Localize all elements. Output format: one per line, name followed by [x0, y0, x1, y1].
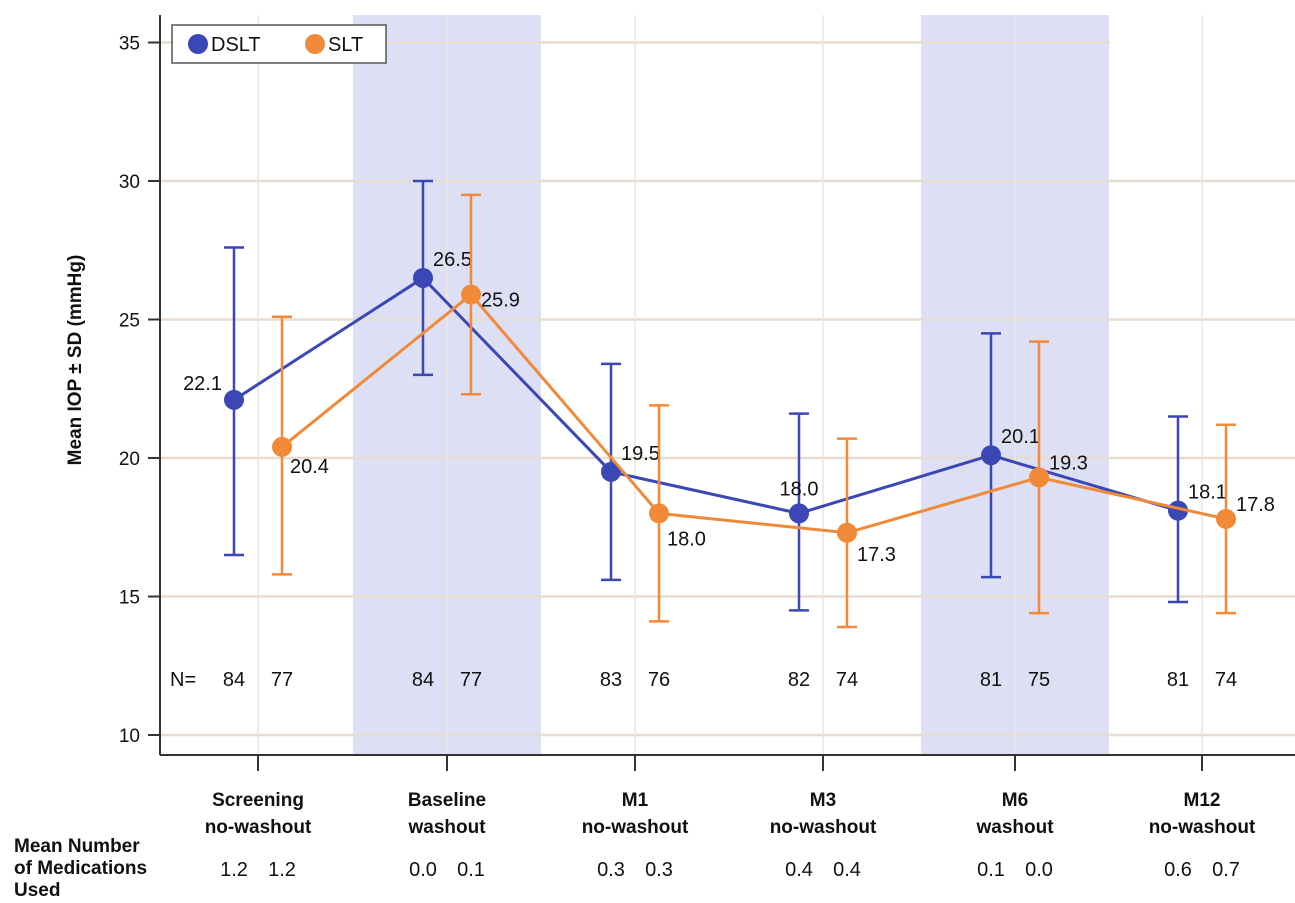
legend-label-slt: SLT: [328, 34, 363, 56]
n-count: 77: [460, 669, 482, 691]
n-count: 74: [836, 669, 858, 691]
y-tick-label: 35: [119, 34, 140, 55]
n-count: 81: [980, 669, 1002, 691]
data-label: 22.1: [183, 373, 222, 395]
n-count: 82: [788, 669, 810, 691]
y-tick-label: 15: [119, 588, 140, 609]
data-point-dslt: [601, 461, 621, 482]
n-count: 84: [223, 669, 245, 691]
n-count: 77: [271, 669, 293, 691]
data-label: 19.5: [621, 443, 660, 465]
legend-marker-dslt: [188, 34, 208, 54]
category-label-line2: no-washout: [205, 817, 312, 838]
y-tick-label: 10: [119, 726, 140, 747]
data-label: 18.0: [780, 478, 819, 500]
med-count: 0.1: [457, 859, 485, 881]
med-count: 0.1: [977, 859, 1005, 881]
data-label: 25.9: [481, 290, 520, 312]
category-label-line2: washout: [975, 817, 1054, 838]
category-label-line1: Screening: [212, 790, 304, 811]
med-count: 1.2: [220, 859, 248, 881]
data-label: 20.1: [1001, 426, 1040, 448]
n-count: 83: [600, 669, 622, 691]
med-count: 0.4: [833, 859, 861, 881]
category-label-line1: M3: [810, 790, 836, 811]
data-point-dslt: [981, 445, 1001, 466]
data-point-slt: [1029, 467, 1049, 488]
data-label: 18.0: [667, 528, 706, 550]
category-label-line2: no-washout: [1149, 817, 1256, 838]
legend-label-dslt: DSLT: [211, 34, 261, 56]
data-point-slt: [649, 503, 669, 524]
n-count: 84: [412, 669, 434, 691]
y-tick-label: 25: [119, 311, 140, 332]
y-axis-label: Mean IOP ± SD (mmHg): [65, 255, 86, 466]
data-point-slt: [837, 522, 857, 543]
series-line-dslt: [233, 276, 1179, 515]
series-line-slt: [281, 292, 1227, 535]
meds-row-label: Mean Number: [14, 836, 140, 857]
legend-marker-slt: [305, 34, 325, 54]
med-count: 0.3: [645, 859, 673, 881]
data-point-slt: [1216, 508, 1236, 529]
category-label-line2: washout: [407, 817, 486, 838]
med-count: 0.6: [1164, 859, 1192, 881]
y-tick-label: 30: [119, 172, 140, 193]
y-tick-label: 20: [119, 449, 140, 470]
data-label: 26.5: [433, 249, 472, 271]
data-label: 20.4: [290, 456, 329, 478]
data-point-dslt: [789, 503, 809, 524]
category-label-line1: M12: [1184, 790, 1221, 811]
med-count: 0.4: [785, 859, 813, 881]
data-label: 19.3: [1049, 452, 1088, 474]
category-label-line2: no-washout: [770, 817, 877, 838]
med-count: 0.0: [1025, 859, 1053, 881]
med-count: 1.2: [268, 859, 296, 881]
category-label-line2: no-washout: [582, 817, 689, 838]
data-point-dslt: [224, 389, 244, 410]
data-label: 17.8: [1236, 494, 1275, 516]
med-count: 0.7: [1212, 859, 1240, 881]
data-point-dslt: [413, 267, 433, 288]
data-label: 17.3: [857, 544, 896, 566]
category-label-line1: M6: [1002, 790, 1028, 811]
category-label-line1: M1: [622, 790, 649, 811]
data-label: 18.1: [1188, 482, 1227, 504]
med-count: 0.3: [597, 859, 625, 881]
meds-row-label: Used: [14, 880, 60, 901]
meds-row-label: of Medications: [14, 858, 147, 879]
n-count: 76: [648, 669, 670, 691]
med-count: 0.0: [409, 859, 437, 881]
n-prefix: N=: [170, 669, 196, 691]
n-count: 81: [1167, 669, 1189, 691]
category-label-line1: Baseline: [408, 790, 486, 811]
data-point-slt: [272, 436, 292, 457]
n-count: 75: [1028, 669, 1050, 691]
n-count: 74: [1215, 669, 1237, 691]
data-point-slt: [461, 284, 481, 305]
